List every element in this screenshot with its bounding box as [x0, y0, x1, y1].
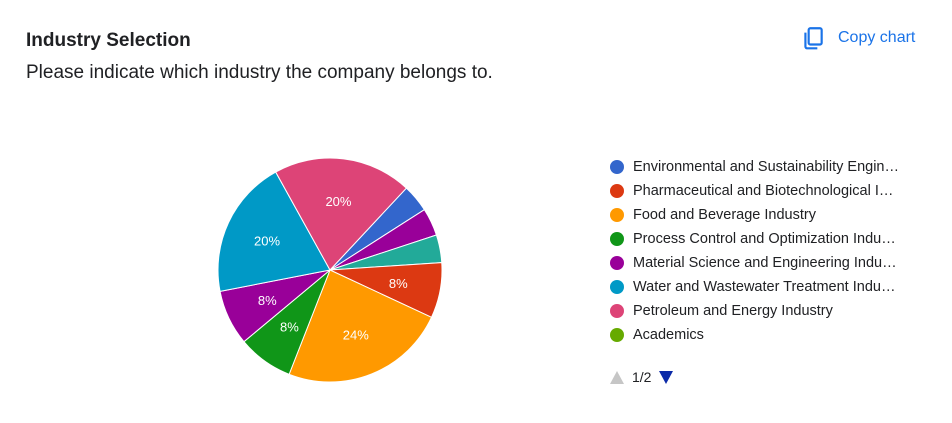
- legend-item[interactable]: Academics: [610, 323, 910, 347]
- page-indicator: 1/2: [632, 369, 652, 385]
- legend-swatch-icon: [610, 232, 624, 246]
- legend-label: Petroleum and Energy Industry: [633, 303, 833, 319]
- slice-percent-label: 20%: [254, 234, 280, 249]
- legend-label: Environmental and Sustainability Engin…: [633, 159, 899, 175]
- chart-legend: Environmental and Sustainability Engin… P…: [610, 155, 910, 347]
- legend-item[interactable]: Food and Beverage Industry: [610, 203, 910, 227]
- legend-pager: 1/2: [610, 369, 674, 385]
- copy-chart-label: Copy chart: [838, 29, 916, 46]
- slice-percent-label: 24%: [343, 327, 369, 342]
- legend-item[interactable]: Material Science and Engineering Indu…: [610, 251, 910, 275]
- pie-slice[interactable]: [275, 157, 408, 271]
- legend-swatch-icon: [610, 160, 624, 174]
- legend-label: Water and Wastewater Treatment Indu…: [633, 279, 896, 295]
- legend-swatch-icon: [610, 256, 624, 270]
- question-subtitle: Please indicate which industry the compa…: [26, 62, 493, 83]
- copy-chart-button[interactable]: Copy chart: [796, 22, 919, 54]
- legend-item[interactable]: Process Control and Optimization Indu…: [610, 227, 910, 251]
- slice-percent-label: 8%: [258, 293, 277, 308]
- pie-chart: 8%24%8%8%20%20%: [217, 157, 443, 383]
- pie-slice[interactable]: [217, 171, 331, 292]
- legend-item[interactable]: Pharmaceutical and Biotechnological I…: [610, 179, 910, 203]
- legend-label: Material Science and Engineering Indu…: [633, 255, 897, 271]
- legend-swatch-icon: [610, 280, 624, 294]
- legend-swatch-icon: [610, 184, 624, 198]
- slice-percent-label: 8%: [389, 276, 408, 291]
- legend-label: Process Control and Optimization Indu…: [633, 231, 896, 247]
- legend-item[interactable]: Water and Wastewater Treatment Indu…: [610, 275, 910, 299]
- legend-item[interactable]: Environmental and Sustainability Engin…: [610, 155, 910, 179]
- legend-swatch-icon: [610, 304, 624, 318]
- legend-label: Academics: [633, 327, 704, 343]
- next-page-icon[interactable]: [659, 370, 674, 384]
- legend-swatch-icon: [610, 328, 624, 342]
- legend-label: Food and Beverage Industry: [633, 207, 816, 223]
- copy-icon: [800, 25, 826, 51]
- legend-swatch-icon: [610, 208, 624, 222]
- pie-slice[interactable]: [288, 269, 433, 383]
- legend-label: Pharmaceutical and Biotechnological I…: [633, 183, 894, 199]
- previous-page-icon[interactable]: [610, 370, 624, 384]
- question-title: Industry Selection: [26, 30, 191, 51]
- slice-percent-label: 20%: [325, 194, 351, 209]
- slice-percent-label: 8%: [280, 319, 299, 334]
- legend-item[interactable]: Petroleum and Energy Industry: [610, 299, 910, 323]
